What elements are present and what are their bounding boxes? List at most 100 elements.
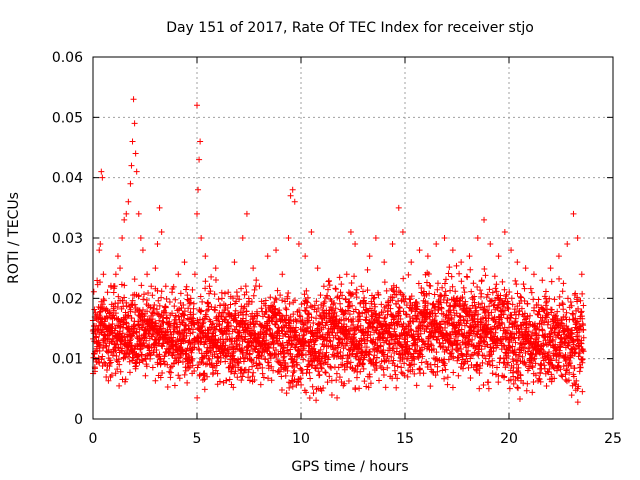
data-point: [446, 264, 453, 271]
data-point: [384, 353, 391, 360]
data-point: [457, 298, 464, 305]
data-point: [245, 366, 252, 373]
x-tick-label: 10: [292, 431, 310, 447]
data-point: [100, 296, 107, 303]
data-point: [145, 289, 152, 296]
data-point: [209, 364, 216, 371]
data-point: [419, 353, 426, 360]
data-point: [213, 323, 220, 330]
data-point: [196, 346, 203, 353]
data-point: [349, 302, 356, 309]
data-point: [183, 283, 190, 290]
data-point: [466, 332, 473, 339]
data-point: [474, 361, 481, 368]
data-point: [467, 266, 474, 273]
data-point: [455, 327, 462, 334]
data-point: [301, 343, 308, 350]
data-point: [132, 360, 139, 367]
data-point: [419, 346, 426, 353]
data-point: [205, 303, 212, 310]
data-point: [211, 291, 218, 298]
data-point: [202, 285, 209, 292]
data-point: [411, 356, 418, 363]
data-point: [181, 308, 188, 315]
data-point: [453, 310, 460, 317]
data-point: [190, 326, 197, 333]
data-point: [154, 287, 161, 294]
data-point: [305, 342, 312, 349]
data-point: [249, 363, 256, 370]
x-tick-label: 25: [604, 431, 622, 447]
data-point: [326, 373, 333, 380]
data-point: [200, 360, 207, 367]
data-point: [350, 322, 357, 329]
data-point: [140, 321, 147, 328]
data-point: [126, 369, 133, 376]
data-point: [450, 369, 457, 376]
data-point: [200, 319, 207, 326]
data-point: [401, 298, 408, 305]
data-point: [452, 288, 459, 295]
data-point: [345, 377, 352, 384]
data-point: [214, 317, 221, 324]
data-point: [333, 312, 340, 319]
data-point: [122, 376, 129, 383]
data-point: [345, 299, 352, 306]
data-point: [353, 289, 360, 296]
data-point: [138, 282, 145, 289]
data-point: [149, 316, 156, 323]
data-point: [201, 386, 208, 393]
data-point: [492, 285, 499, 292]
data-point: [307, 375, 314, 382]
data-point: [468, 288, 475, 295]
data-point: [367, 348, 374, 355]
data-point: [275, 309, 282, 316]
data-point: [114, 366, 121, 373]
data-point: [393, 345, 400, 352]
data-point: [185, 305, 192, 312]
data-point: [278, 373, 285, 380]
data-point: [333, 370, 340, 377]
data-point: [343, 323, 350, 330]
data-point: [210, 320, 217, 327]
data-point: [325, 286, 332, 293]
data-point: [180, 316, 187, 323]
data-point: [389, 375, 396, 382]
data-point: [246, 377, 253, 384]
data-point: [158, 294, 165, 301]
data-point: [316, 312, 323, 319]
data-point: [263, 308, 270, 315]
data-point: [166, 318, 173, 325]
data-point: [233, 343, 240, 350]
data-point: [306, 394, 313, 401]
data-point: [302, 351, 309, 358]
data-point: [258, 305, 265, 312]
data-point: [302, 308, 309, 315]
data-point: [317, 346, 324, 353]
data-point: [149, 364, 156, 371]
data-point: [370, 295, 377, 302]
data-point: [194, 394, 201, 401]
data-point: [147, 304, 154, 311]
data-point: [177, 290, 184, 297]
data-point: [291, 376, 298, 383]
data-point: [377, 343, 384, 350]
data-point: [124, 313, 131, 320]
data-point: [420, 370, 427, 377]
data-point: [204, 300, 211, 307]
data-point: [212, 332, 219, 339]
data-point: [92, 333, 99, 340]
data-point: [303, 287, 310, 294]
data-point: [214, 370, 221, 377]
data-point: [325, 278, 332, 285]
data-point: [286, 300, 293, 307]
data-point: [316, 321, 323, 328]
data-point: [296, 307, 303, 314]
data-point: [321, 298, 328, 305]
data-point: [484, 341, 491, 348]
data-point: [171, 382, 178, 389]
data-point: [464, 358, 471, 365]
data-point: [283, 312, 290, 319]
data-point: [361, 378, 368, 385]
data-point: [381, 351, 388, 358]
